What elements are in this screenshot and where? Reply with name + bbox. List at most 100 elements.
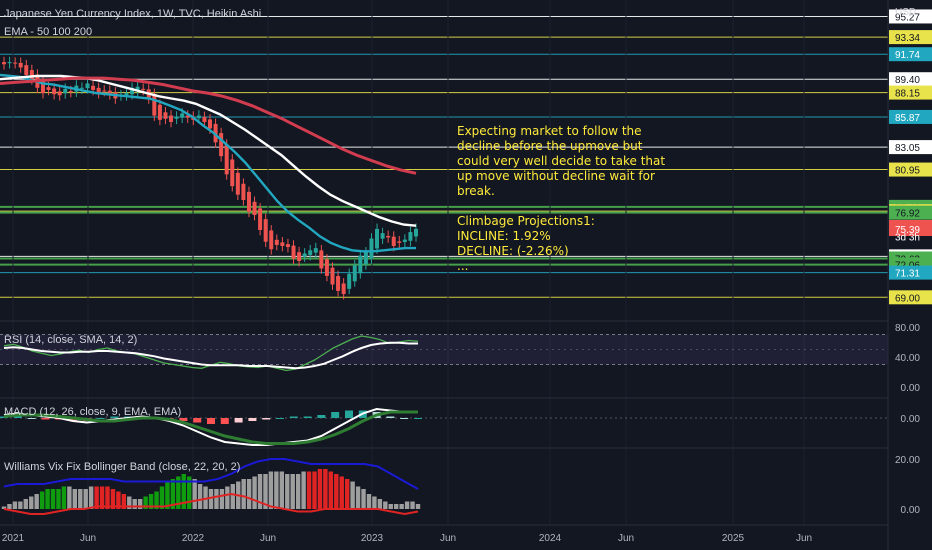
candle-body[interactable]	[358, 255, 363, 274]
vix-fix-bar[interactable]	[290, 474, 295, 509]
vix-fix-bar[interactable]	[334, 474, 339, 509]
vix-fix-upper-band[interactable]	[3, 458, 419, 490]
macd-pane[interactable]: 0.00	[0, 407, 920, 446]
vix-fix-bar[interactable]	[56, 489, 61, 509]
vix-fix-bar[interactable]	[159, 486, 165, 510]
time-tick-label[interactable]: 2024	[539, 533, 562, 544]
candle-body[interactable]	[263, 219, 268, 242]
annotation-line[interactable]: Expecting market to follow the	[457, 124, 642, 138]
candle-body[interactable]	[29, 70, 34, 80]
vix-fix-bar[interactable]	[377, 499, 383, 509]
candle-body[interactable]	[52, 88, 57, 95]
vix-fix-bar[interactable]	[219, 489, 225, 509]
symbol-title[interactable]: Japanese Yen Currency Index, 1W, TVC, He…	[4, 8, 261, 20]
price-level-tag[interactable]	[889, 221, 932, 236]
ema-100-line[interactable]	[0, 74, 417, 227]
vix-fix-bar[interactable]	[61, 486, 67, 510]
vix-fix-bar[interactable]	[187, 476, 192, 510]
candle-body[interactable]	[40, 81, 45, 94]
candle-body[interactable]	[196, 115, 201, 119]
main-pane[interactable]	[0, 56, 418, 300]
macd-histogram-bar[interactable]	[345, 410, 353, 419]
candle-body[interactable]	[102, 90, 107, 92]
vix-fix-bar[interactable]	[344, 479, 350, 509]
price-level-tag[interactable]	[889, 47, 932, 62]
vix-fix-bar[interactable]	[263, 474, 268, 509]
candle-body[interactable]	[208, 119, 212, 129]
vix-fix-bar[interactable]	[361, 489, 366, 509]
candle-body[interactable]	[63, 88, 68, 94]
annotation-line[interactable]: decline before the upmove but	[457, 139, 643, 153]
time-tick-label[interactable]: 2025	[722, 533, 745, 544]
price-level-label[interactable]: 88.15	[895, 89, 920, 100]
price-level-tag[interactable]	[889, 72, 932, 87]
price-level-tag[interactable]	[889, 30, 932, 45]
price-level-label[interactable]: 95.27	[895, 12, 920, 23]
candle-body[interactable]	[336, 276, 341, 291]
vix-fix-bar[interactable]	[154, 491, 159, 510]
candle-body[interactable]	[380, 233, 385, 239]
vix-fix-bar[interactable]	[110, 489, 116, 509]
time-tick-label[interactable]: 2022	[182, 533, 205, 544]
ema-200-line[interactable]	[0, 76, 417, 175]
macd-legend[interactable]: MACD (12, 26, close, 9, EMA, EMA)	[4, 406, 181, 418]
vix-fix-bar[interactable]	[306, 471, 312, 510]
vix-fix-bar[interactable]	[350, 481, 355, 510]
currency-label[interactable]: USD	[895, 7, 916, 18]
price-level-label[interactable]: 89.40	[895, 75, 920, 86]
candle-body[interactable]	[85, 83, 90, 89]
vix-fix-bar[interactable]	[246, 479, 252, 509]
vix-fix-bar[interactable]	[372, 496, 377, 510]
candle-body[interactable]	[96, 87, 101, 94]
candle-body[interactable]	[224, 144, 229, 175]
vix-fix-bar[interactable]	[301, 471, 306, 510]
macd-histogram-bar[interactable]	[0, 416, 8, 419]
price-level-label[interactable]: 85.87	[895, 113, 920, 124]
vix-fix-bar[interactable]	[34, 494, 39, 509]
macd-histogram-bar[interactable]	[276, 418, 284, 419]
vix-fix-bar[interactable]	[7, 504, 12, 509]
price-level-label[interactable]: 69.00	[895, 293, 920, 304]
annotation-line[interactable]: up move without decline wait for	[457, 169, 655, 183]
vix-fix-bar[interactable]	[83, 489, 88, 509]
macd-histogram-bar[interactable]	[234, 418, 243, 423]
candle-body[interactable]	[13, 62, 18, 64]
candle-body[interactable]	[324, 259, 329, 276]
vix-fix-legend[interactable]: Williams Vix Fix Bollinger Band (close, …	[4, 461, 240, 473]
vix-fix-bar[interactable]	[23, 499, 28, 509]
vix-fix-bar[interactable]	[88, 486, 94, 510]
price-level-tag[interactable]	[889, 9, 932, 24]
vix-fix-bar[interactable]	[176, 476, 181, 510]
candle-body[interactable]	[274, 239, 279, 245]
price-level-tag[interactable]	[889, 265, 932, 280]
vix-fix-bar[interactable]	[18, 501, 23, 510]
vix-fix-bar[interactable]	[415, 504, 421, 509]
candle-body[interactable]	[235, 172, 240, 195]
vix-fix-bar[interactable]	[230, 484, 235, 509]
vix-fix-bar[interactable]	[252, 476, 257, 510]
vix-fix-bar[interactable]	[355, 486, 361, 510]
vix-fix-bar[interactable]	[1, 506, 7, 510]
vix-fix-bar[interactable]	[366, 494, 372, 509]
macd-histogram-bar[interactable]	[220, 418, 229, 424]
candle-body[interactable]	[352, 265, 357, 282]
rsi-pane[interactable]: 80.00 40.00 0.00	[0, 323, 920, 394]
candle-body[interactable]	[135, 86, 140, 92]
vix-fix-bar[interactable]	[295, 474, 301, 509]
macd-histogram-bar[interactable]	[96, 418, 105, 419]
vix-fix-bar[interactable]	[99, 486, 105, 510]
vix-fix-bar[interactable]	[285, 474, 290, 509]
vix-fix-bar[interactable]	[94, 486, 99, 510]
candle-body[interactable]	[202, 116, 207, 122]
vix-fix-bar[interactable]	[317, 469, 323, 509]
candle-body[interactable]	[7, 62, 12, 64]
candle-body[interactable]	[319, 250, 324, 269]
vix-fix-bar[interactable]	[127, 496, 132, 510]
vix-fix-bar[interactable]	[132, 499, 137, 509]
ema-50-line[interactable]	[0, 73, 416, 253]
vix-fix-bar[interactable]	[165, 481, 170, 510]
annotation-line[interactable]: break.	[457, 184, 495, 198]
vix-fix-bar[interactable]	[105, 486, 110, 510]
time-tick-label[interactable]: Jun	[440, 533, 456, 544]
